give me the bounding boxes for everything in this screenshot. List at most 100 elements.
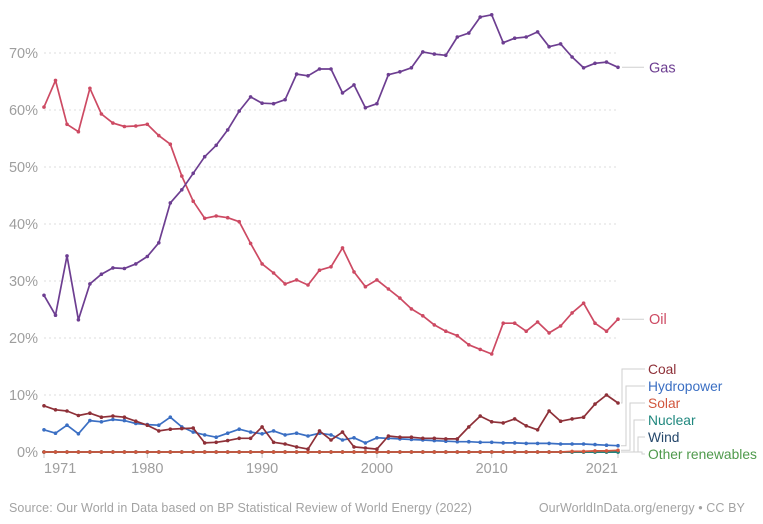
series-label-other-renewables[interactable]: Other renewables [648,447,757,462]
data-point [547,450,551,454]
data-point [111,450,115,454]
data-point [122,266,127,271]
data-point [512,417,517,421]
data-point [604,60,609,64]
data-point [340,246,345,250]
data-point [616,448,620,453]
data-point [145,254,150,259]
data-point [271,429,276,433]
energy-share-line-chart: 0% 10% 20% 30% 40% 50% 60% 70% 1971 1980 1990 2000 2… [9,13,757,477]
data-point [375,447,379,451]
data-point [386,72,391,77]
data-point [501,450,506,454]
series-label-nuclear[interactable]: Nuclear [648,413,696,428]
series-label-coal[interactable]: Coal [648,362,676,377]
data-point [352,270,356,274]
series-label-wind[interactable]: Wind [648,430,679,445]
data-point [489,440,494,445]
data-point [340,430,345,434]
data-point [248,95,253,99]
y-tick-label: 60% [9,103,38,119]
data-point [444,53,448,58]
data-point [512,321,517,326]
x-tick-label: 2010 [476,461,508,477]
data-point [260,262,264,266]
data-point [409,307,414,311]
data-point [237,427,241,432]
data-point [375,450,379,454]
y-tick-label: 10% [9,388,38,404]
data-point [421,450,425,454]
data-point [535,441,540,446]
data-point [180,450,184,454]
data-point [65,409,69,413]
data-point [76,450,81,454]
data-point [76,318,81,322]
x-tick-label: 2021 [586,461,618,477]
data-point [581,301,586,306]
data-point [432,323,437,327]
data-point [122,124,127,129]
data-point [340,438,345,442]
data-point [432,450,437,454]
data-point [53,408,58,412]
data-point [570,449,574,454]
data-point [593,321,597,326]
data-point [501,40,506,45]
data-point [225,450,230,454]
data-point [111,266,115,270]
footer: Source: Our World in Data based on BP St… [9,501,745,515]
data-point [214,143,218,148]
data-point [99,112,104,116]
data-point [386,450,391,454]
data-point [122,450,127,454]
data-point [558,324,563,328]
data-point [535,450,540,454]
data-point [180,426,184,431]
data-point [65,254,69,258]
series-label-oil[interactable]: Oil [649,312,667,328]
license-note[interactable]: OurWorldInData.org/energy • CC BY [538,501,745,515]
data-point [145,450,150,454]
data-point [524,35,528,39]
data-point [271,450,276,454]
data-point [467,343,471,347]
data-point [248,430,253,434]
data-point [489,450,494,454]
data-point [570,311,574,315]
data-point [191,171,195,176]
x-tick-label: 1990 [246,461,278,477]
data-point [340,91,345,95]
data-point [558,442,563,446]
data-point [168,427,173,432]
data-point [558,42,563,46]
data-point [145,122,150,127]
data-point [202,216,207,221]
data-point [76,432,81,436]
data-point [547,44,551,49]
data-point [214,440,218,445]
data-point [570,55,574,59]
series-label-gas[interactable]: Gas [649,60,676,76]
data-point [283,442,287,446]
series-hydropower [42,415,620,448]
data-point [99,415,104,420]
data-point [53,450,58,454]
data-point [122,418,127,423]
data-point [489,420,494,424]
data-point [317,429,322,433]
data-point [191,450,195,454]
data-point [593,61,597,66]
data-point [42,293,46,298]
data-point [225,431,230,436]
data-point [581,449,586,454]
series-label-solar[interactable]: Solar [648,396,681,411]
data-point [248,450,253,454]
data-point [558,419,563,424]
data-point [283,97,287,102]
label-connector-hydropower [621,385,645,447]
data-point [329,265,333,269]
data-point [306,434,310,438]
data-point [99,450,104,454]
series-label-hydropower[interactable]: Hydropower [648,379,723,394]
